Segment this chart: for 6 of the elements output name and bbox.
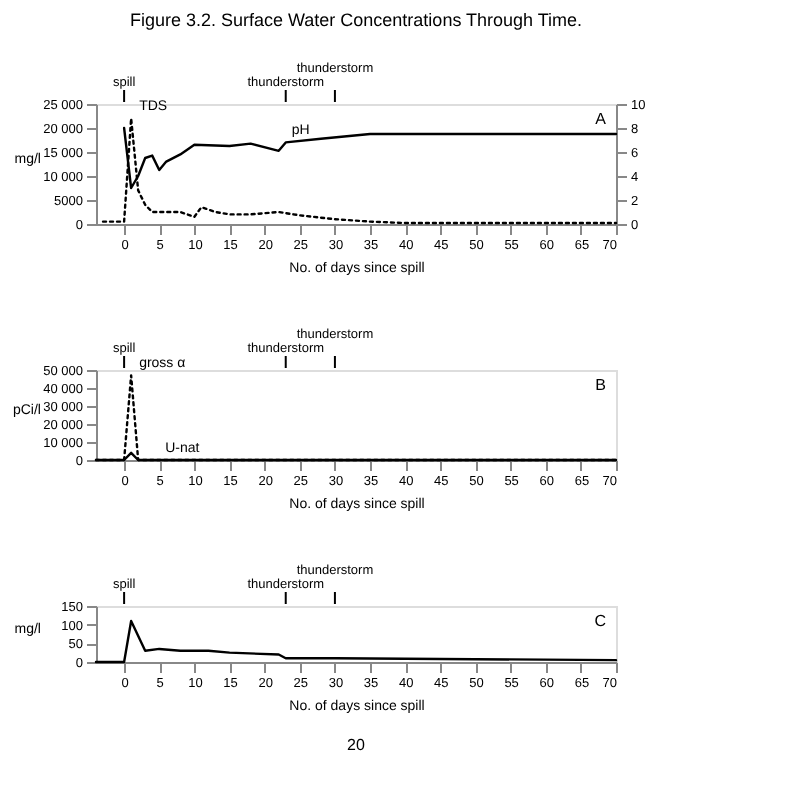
annotation: B (595, 376, 606, 394)
annotation: C (594, 612, 607, 630)
line-series (101, 117, 618, 225)
chart-title: Figure 3.2. Surface Water Concentrations Through Time. (129, 10, 583, 30)
annotation: A (595, 110, 608, 128)
text: 20 (347, 736, 366, 754)
